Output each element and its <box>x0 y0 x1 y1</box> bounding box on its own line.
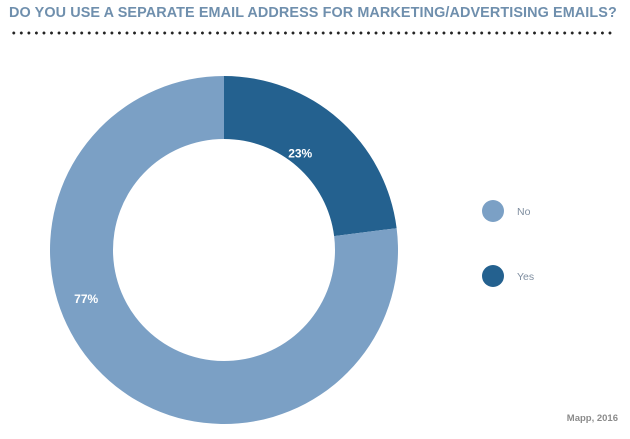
dotted-divider <box>10 31 616 35</box>
chart-title: DO YOU USE A SEPARATE EMAIL ADDRESS FOR … <box>9 5 617 21</box>
legend-swatch-no <box>482 200 504 222</box>
donut-slices <box>49 76 398 424</box>
slice-label-yes: 23% <box>288 146 312 160</box>
slice-label-no: 77% <box>74 292 98 306</box>
legend-label-yes: Yes <box>517 271 534 283</box>
slice-no <box>49 76 398 424</box>
slice-yes <box>224 76 397 237</box>
legend: No Yes <box>482 200 534 287</box>
legend-swatch-yes <box>482 265 504 287</box>
legend-label-no: No <box>517 206 531 218</box>
source-note: Mapp, 2016 <box>566 413 618 424</box>
slice-labels: 23% 77% <box>74 146 312 305</box>
